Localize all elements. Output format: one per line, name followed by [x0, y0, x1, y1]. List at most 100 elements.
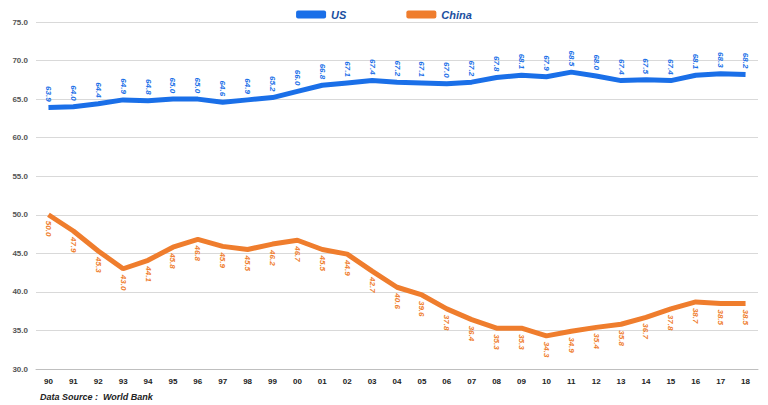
svg-text:06: 06 [442, 377, 451, 386]
svg-text:45.5: 45.5 [318, 254, 327, 271]
svg-text:37.8: 37.8 [442, 315, 451, 331]
svg-text:67.0: 67.0 [442, 62, 451, 78]
svg-text:68.1: 68.1 [517, 54, 526, 70]
svg-text:15: 15 [666, 377, 675, 386]
svg-text:64.9: 64.9 [119, 78, 128, 94]
svg-text:65.0: 65.0 [193, 78, 202, 94]
svg-text:38.5: 38.5 [716, 309, 725, 325]
svg-text:64.6: 64.6 [218, 81, 227, 97]
svg-text:65.0: 65.0 [168, 78, 177, 94]
svg-text:07: 07 [467, 377, 476, 386]
svg-text:63.9: 63.9 [44, 86, 53, 102]
svg-text:45.8: 45.8 [168, 252, 177, 269]
svg-text:46.7: 46.7 [293, 245, 302, 262]
svg-text:50.0: 50.0 [12, 210, 28, 219]
svg-text:68.2: 68.2 [741, 53, 750, 69]
svg-text:67.1: 67.1 [417, 61, 426, 77]
svg-text:38.5: 38.5 [741, 309, 750, 325]
svg-text:18: 18 [741, 377, 750, 386]
svg-text:13: 13 [617, 377, 626, 386]
svg-text:42.7: 42.7 [368, 276, 377, 293]
svg-text:36.4: 36.4 [467, 326, 476, 342]
svg-text:11: 11 [567, 377, 576, 386]
svg-text:35.4: 35.4 [592, 333, 601, 349]
svg-text:37.8: 37.8 [666, 315, 675, 331]
svg-text:64.8: 64.8 [144, 79, 153, 95]
svg-text:67.9: 67.9 [542, 55, 551, 71]
svg-text:45.0: 45.0 [12, 249, 28, 258]
svg-text:04: 04 [393, 377, 402, 386]
svg-text:92: 92 [94, 377, 103, 386]
svg-text:93: 93 [119, 377, 128, 386]
svg-text:00: 00 [293, 377, 302, 386]
svg-text:05: 05 [417, 377, 426, 386]
svg-text:70.0: 70.0 [12, 56, 28, 65]
svg-text:39.6: 39.6 [417, 301, 426, 317]
svg-text:40.6: 40.6 [393, 292, 402, 309]
svg-text:65.0: 65.0 [12, 95, 28, 104]
svg-text:67.5: 67.5 [641, 58, 650, 74]
svg-text:44.9: 44.9 [343, 259, 352, 276]
svg-text:Data Source : World Bank: Data Source : World Bank [40, 392, 154, 402]
svg-text:US: US [331, 9, 347, 21]
svg-text:60.0: 60.0 [12, 133, 28, 142]
svg-text:35.8: 35.8 [617, 330, 626, 346]
svg-text:64.4: 64.4 [94, 82, 103, 98]
svg-text:68.0: 68.0 [592, 54, 601, 70]
svg-text:55.0: 55.0 [12, 172, 28, 181]
svg-text:43.0: 43.0 [119, 274, 128, 291]
svg-text:08: 08 [492, 377, 501, 386]
svg-text:97: 97 [218, 377, 227, 386]
svg-text:95: 95 [168, 377, 177, 386]
svg-text:46.8: 46.8 [193, 244, 202, 261]
svg-text:40.0: 40.0 [12, 287, 28, 296]
svg-text:90: 90 [44, 377, 53, 386]
svg-text:68.1: 68.1 [691, 54, 700, 70]
svg-text:67.1: 67.1 [343, 61, 352, 77]
svg-text:02: 02 [343, 377, 352, 386]
svg-text:65.2: 65.2 [268, 76, 277, 92]
svg-text:45.9: 45.9 [218, 251, 227, 268]
svg-text:66.8: 66.8 [318, 64, 327, 80]
svg-text:35.3: 35.3 [517, 334, 526, 350]
svg-text:67.4: 67.4 [617, 59, 626, 75]
svg-text:67.2: 67.2 [467, 61, 476, 77]
svg-text:10: 10 [542, 377, 551, 386]
svg-text:16: 16 [691, 377, 700, 386]
svg-text:44.1: 44.1 [144, 265, 153, 282]
svg-text:99: 99 [268, 377, 277, 386]
svg-text:75.0: 75.0 [12, 18, 28, 27]
svg-text:01: 01 [318, 377, 327, 386]
svg-text:17: 17 [716, 377, 725, 386]
svg-text:47.9: 47.9 [69, 236, 78, 253]
svg-text:38.7: 38.7 [691, 308, 700, 324]
svg-text:12: 12 [592, 377, 601, 386]
svg-text:67.4: 67.4 [368, 59, 377, 75]
svg-text:45.5: 45.5 [243, 254, 252, 271]
svg-text:35.3: 35.3 [492, 334, 501, 350]
svg-text:China: China [441, 9, 472, 21]
svg-text:67.2: 67.2 [393, 61, 402, 77]
svg-text:34.9: 34.9 [567, 337, 576, 353]
svg-text:14: 14 [642, 377, 651, 386]
svg-text:67.8: 67.8 [492, 56, 501, 72]
svg-text:68.5: 68.5 [567, 51, 576, 67]
svg-text:64.9: 64.9 [243, 78, 252, 94]
svg-text:67.4: 67.4 [666, 59, 675, 75]
svg-text:30.0: 30.0 [12, 365, 28, 374]
svg-text:46.2: 46.2 [268, 249, 277, 266]
svg-text:09: 09 [517, 377, 526, 386]
svg-text:03: 03 [368, 377, 377, 386]
svg-text:94: 94 [144, 377, 153, 386]
svg-text:68.3: 68.3 [716, 52, 725, 68]
svg-text:35.0: 35.0 [12, 326, 28, 335]
svg-text:64.0: 64.0 [69, 85, 78, 101]
svg-text:98: 98 [243, 377, 252, 386]
svg-text:34.3: 34.3 [542, 342, 551, 358]
svg-text:50.0: 50.0 [44, 221, 53, 237]
svg-text:36.7: 36.7 [641, 323, 650, 339]
svg-text:45.3: 45.3 [94, 256, 103, 273]
svg-text:66.0: 66.0 [293, 70, 302, 86]
svg-text:91: 91 [69, 377, 78, 386]
svg-text:96: 96 [193, 377, 202, 386]
